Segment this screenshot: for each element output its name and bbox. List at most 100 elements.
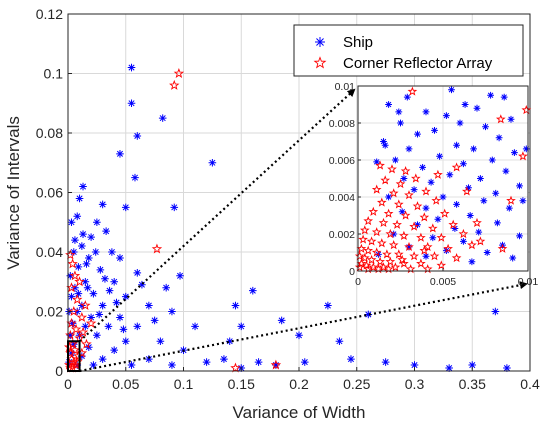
- x-tick-label: 0.4: [520, 376, 540, 392]
- data-point: [127, 99, 136, 108]
- y-tick-label: 0.12: [36, 6, 63, 22]
- inset-data-points: [354, 86, 532, 274]
- inset-y-tick-label: 0.004: [329, 192, 355, 204]
- inset-data-point: [500, 93, 508, 101]
- data-point: [98, 200, 107, 209]
- inset-x-tick-label: 0: [355, 276, 361, 288]
- data-point: [121, 292, 130, 301]
- data-point: [80, 300, 91, 310]
- data-point: [89, 361, 98, 369]
- inset-data-point: [456, 119, 464, 127]
- inset-data-point: [427, 223, 438, 233]
- data-point: [138, 280, 146, 289]
- data-point: [150, 316, 159, 325]
- data-point: [77, 326, 89, 337]
- inset-data-point: [433, 169, 443, 179]
- inset-data-point: [358, 234, 368, 244]
- data-point: [73, 307, 82, 316]
- inset-data-point: [468, 258, 476, 266]
- inset-data-point: [416, 232, 426, 242]
- data-point: [300, 358, 309, 366]
- inset-data-point: [497, 243, 508, 253]
- y-axis-title: Variance of Intervals: [4, 116, 23, 270]
- data-point: [468, 361, 477, 369]
- inset-data-point: [477, 175, 484, 182]
- inset-data-point: [412, 201, 423, 211]
- data-point: [74, 276, 85, 287]
- x-tick-label: 0.25: [343, 376, 370, 392]
- inset-x-tick-label: 0.01: [518, 276, 539, 288]
- data-point: [81, 277, 90, 286]
- data-point: [78, 242, 86, 250]
- data-point: [82, 260, 91, 268]
- data-point: [67, 292, 76, 301]
- inset-data-point: [410, 186, 418, 193]
- data-point: [79, 230, 87, 238]
- inset-data-point: [516, 232, 523, 240]
- inset-data-point: [363, 245, 374, 255]
- inset-data-point: [453, 141, 460, 149]
- inset-y-tick-label: 0.01: [335, 81, 356, 93]
- data-point: [81, 322, 90, 331]
- y-tick-label: 0.02: [36, 304, 63, 320]
- x-tick-label: 0: [64, 376, 72, 392]
- inset-data-point: [458, 228, 469, 239]
- data-point: [110, 346, 118, 354]
- inset-data-point: [378, 217, 389, 228]
- inset-data-point: [429, 234, 437, 242]
- data-point: [176, 272, 184, 280]
- inset-data-point: [368, 206, 379, 216]
- inset-data-point: [419, 245, 430, 255]
- inset-chart: 0 0.005 0.01 0 0.002 0.004 0.006 0.008 0.01: [329, 81, 539, 288]
- inset-data-point: [509, 254, 517, 262]
- data-point: [71, 283, 79, 292]
- data-point: [119, 325, 128, 334]
- inset-data-point: [495, 134, 503, 142]
- inset-data-point: [465, 184, 472, 192]
- data-point: [69, 270, 81, 281]
- inset-data-point: [505, 204, 513, 212]
- data-point: [237, 322, 246, 331]
- data-point: [73, 212, 82, 221]
- inset-data-point: [439, 193, 447, 201]
- inset-data-point: [451, 252, 462, 263]
- inset-data-point: [356, 258, 367, 268]
- inset-data-point: [511, 149, 518, 156]
- data-point: [231, 301, 240, 310]
- legend-label-ship: Ship: [343, 34, 373, 51]
- inset-x-tick-label: 0.005: [430, 276, 456, 288]
- inset-data-point: [522, 145, 530, 153]
- data-point: [73, 361, 82, 369]
- inset-data-point: [414, 130, 421, 138]
- inset-data-point: [392, 156, 399, 164]
- inset-axis-ticks: 0 0.005 0.01 0 0.002 0.004 0.006 0.008 0.01: [329, 81, 539, 288]
- data-point: [69, 248, 78, 256]
- inset-data-point: [461, 186, 472, 196]
- data-point: [324, 301, 332, 310]
- inset-data-point: [419, 164, 426, 171]
- inset-data-point: [473, 104, 481, 112]
- main-axis-ticks: 0 0.05 0.1 0.15 0.2 0.25 0.3 0.35 0.4 0 0.02 0.04 0.…: [36, 6, 540, 392]
- data-point: [78, 301, 86, 310]
- x-tick-label: 0.3: [405, 376, 425, 392]
- data-point: [75, 194, 84, 203]
- data-point: [410, 361, 419, 369]
- data-point: [151, 243, 163, 254]
- y-tick-label: 0.1: [44, 66, 64, 82]
- data-point: [87, 313, 95, 322]
- data-point: [145, 355, 153, 363]
- data-point: [67, 258, 78, 269]
- x-tick-label: 0.35: [459, 376, 486, 392]
- data-point: [225, 337, 234, 346]
- inset-data-point: [410, 173, 421, 183]
- y-tick-label: 0.06: [36, 185, 63, 201]
- data-point: [87, 233, 95, 241]
- data-point: [66, 331, 75, 340]
- inset-data-point: [422, 241, 433, 252]
- inset-data-point: [436, 260, 447, 270]
- inset-data-point: [518, 151, 528, 161]
- data-point: [110, 277, 118, 286]
- data-point: [79, 182, 87, 191]
- inset-data-point: [434, 215, 442, 223]
- data-point: [108, 248, 116, 256]
